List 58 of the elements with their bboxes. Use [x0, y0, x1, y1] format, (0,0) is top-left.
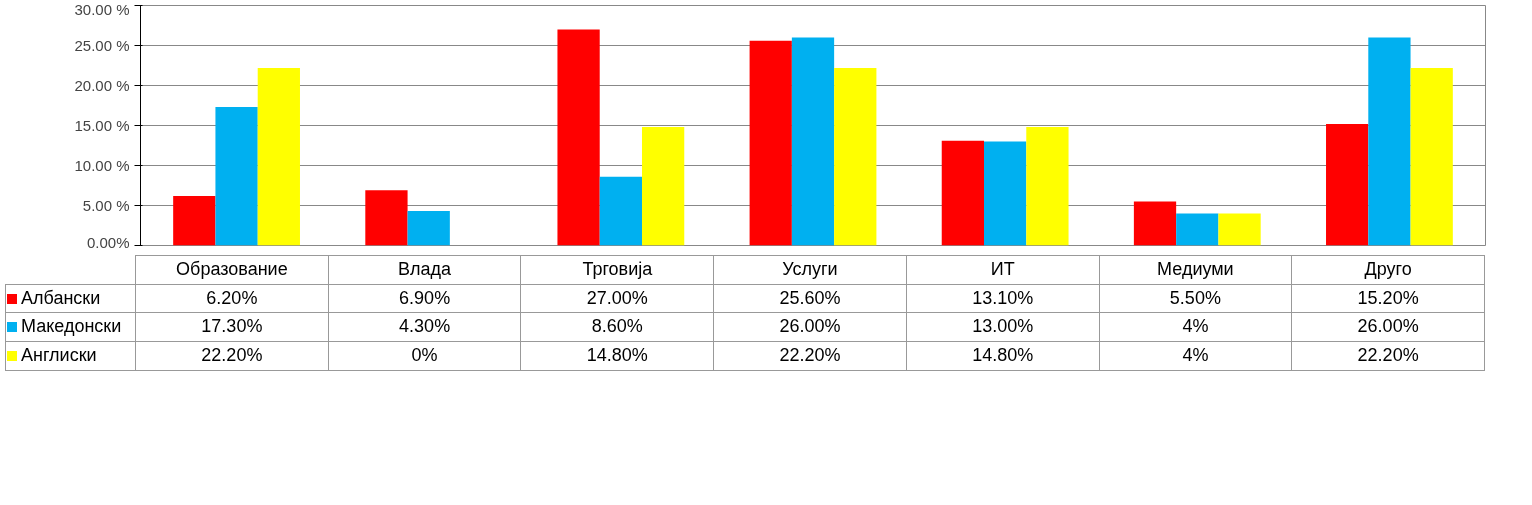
data-label: 8.60% [520, 312, 714, 342]
data-label: 5.50% [1099, 284, 1292, 313]
x-tick-label: ИТ [906, 255, 1100, 285]
bar [984, 141, 1027, 246]
data-label: 26.00% [1291, 312, 1485, 342]
y-tick-label: 5.00 % [82, 197, 130, 214]
data-label: 13.00% [906, 312, 1100, 342]
bar [1176, 213, 1219, 246]
x-tick-label: Влада [328, 255, 521, 285]
x-tick-label: Трговија [520, 255, 714, 285]
x-tick-label: Образование [135, 255, 329, 285]
bar [407, 211, 450, 246]
bar [1133, 201, 1177, 246]
bar [557, 29, 600, 246]
data-label: 22.20% [1291, 341, 1485, 371]
bar [791, 37, 835, 246]
bar [1368, 37, 1411, 246]
data-label: 25.60% [713, 284, 907, 313]
legend-label: Македонски [5, 312, 136, 342]
bar [599, 176, 642, 246]
legend-label: Албански [5, 284, 136, 313]
x-tick-label: Услуги [713, 255, 907, 285]
data-label: 17.30% [135, 312, 329, 342]
data-label: 15.20% [1291, 284, 1485, 313]
data-label: 13.10% [906, 284, 1100, 313]
y-tick-label: 20.00 % [74, 77, 130, 94]
bar [941, 140, 985, 246]
data-label: 14.80% [906, 341, 1100, 371]
legend-label: Англиски [5, 341, 136, 371]
data-label: 4.30% [328, 312, 521, 342]
data-label: 4% [1099, 341, 1292, 371]
bar [1026, 127, 1069, 246]
bar [215, 107, 258, 246]
data-label: 27.00% [520, 284, 714, 313]
data-label: 22.20% [713, 341, 907, 371]
data-label: 26.00% [713, 312, 907, 342]
y-tick-label: 25.00 % [74, 37, 130, 54]
data-label: 22.20% [135, 341, 329, 371]
x-tick-label: Медиуми [1099, 255, 1292, 285]
x-tick-label: Друго [1291, 255, 1485, 285]
bar [365, 190, 408, 246]
bar [641, 127, 685, 246]
y-tick-label: 15.00 % [74, 117, 130, 134]
y-tick-label: 10.00 % [74, 157, 130, 174]
data-label: 6.90% [328, 284, 521, 313]
y-tick-label: 0.00% [86, 233, 130, 251]
data-label: 14.80% [520, 341, 714, 371]
bar [1326, 123, 1369, 246]
bar [749, 40, 792, 246]
data-label: 4% [1099, 312, 1292, 342]
y-tick-label: 30.00 % [74, 0, 130, 18]
bar [1218, 213, 1261, 246]
data-label: 6.20% [135, 284, 329, 313]
bar [1410, 67, 1453, 246]
bar [173, 195, 216, 246]
data-label: 0% [328, 341, 521, 371]
bar [834, 67, 877, 246]
bar [257, 67, 300, 246]
